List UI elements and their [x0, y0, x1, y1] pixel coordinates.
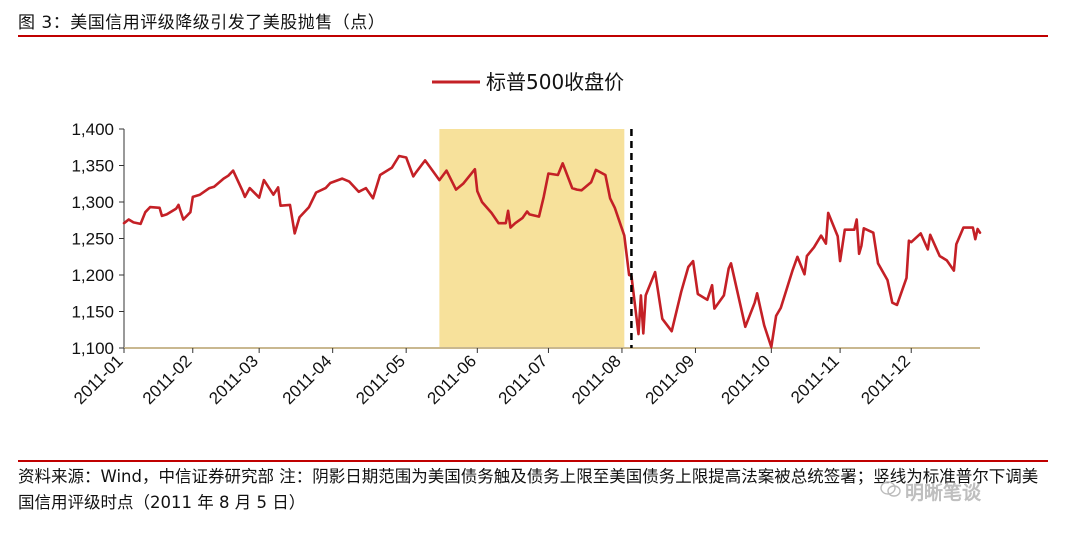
shaded-range	[439, 129, 625, 348]
y-tick-label: 1,350	[71, 157, 114, 176]
y-tick-label: 1,300	[71, 193, 114, 212]
x-tick-label: 2011-06	[423, 351, 480, 408]
legend-label: 标普500收盘价	[486, 70, 624, 94]
series-layer	[122, 154, 982, 349]
x-tick-label: 2011-03	[205, 351, 262, 408]
top-rule	[18, 35, 1048, 37]
chart: 1,100 1,150 1,200 1,250 1,300 1,350 1,400 2011-…	[70, 70, 982, 408]
x-tick-label: 2011-08	[568, 351, 625, 408]
y-tick-label: 1,400	[71, 120, 114, 139]
y-tick-label: 1,200	[71, 266, 114, 285]
x-tick-label: 2011-07	[495, 351, 552, 408]
x-tick-label: 2011-02	[139, 351, 196, 408]
x-tick-label: 2011-04	[279, 351, 336, 408]
y-tick-label: 1,250	[71, 230, 114, 249]
figure-title: 图 3：美国信用评级降级引发了美股抛售（点）	[18, 13, 386, 33]
x-tick-label: 2011-01	[70, 351, 127, 408]
x-tick-label: 2011-10	[717, 351, 774, 408]
y-tick-label: 1,100	[71, 339, 114, 358]
x-tick-label: 2011-05	[352, 351, 409, 408]
source-note: 资料来源：Wind，中信证券研究部 注：阴影日期范围为美国债务触及债务上限至美国…	[18, 467, 1039, 512]
x-tick-label: 2011-11	[787, 351, 843, 407]
wechat-icon	[880, 481, 901, 497]
legend: 标普500收盘价	[432, 70, 624, 94]
watermark: 明晰笔谈	[905, 482, 982, 504]
bottom-rule	[18, 460, 1048, 462]
shaded-range-layer	[439, 129, 625, 348]
series-line-sp500	[122, 154, 982, 349]
y-tick-label: 1,150	[71, 303, 114, 322]
x-tick-label: 2011-09	[642, 351, 699, 408]
x-tick-label: 2011-12	[857, 351, 914, 408]
